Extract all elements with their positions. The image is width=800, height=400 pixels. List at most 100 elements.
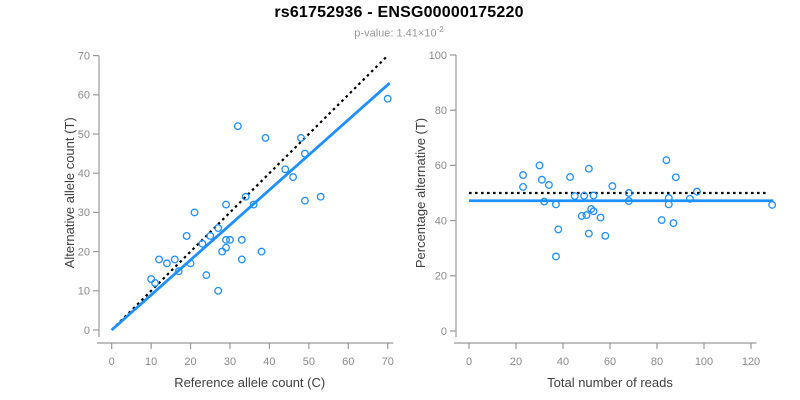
- data-point: [281, 165, 290, 174]
- x-tick-label: 100: [695, 356, 713, 368]
- y-axis-title: Percentage alternative (T): [413, 118, 428, 268]
- x-tick-label: 0: [466, 356, 472, 368]
- x-axis-title: Total number of reads: [547, 375, 673, 390]
- data-point: [537, 175, 546, 184]
- data-point: [147, 275, 156, 283]
- data-point: [182, 231, 191, 240]
- data-point: [257, 247, 266, 256]
- data-point: [535, 161, 544, 170]
- data-point: [768, 200, 777, 209]
- x-tick-label: 40: [263, 356, 275, 368]
- y-tick-label: 70: [78, 50, 90, 62]
- y-tick-label: 80: [435, 105, 447, 117]
- x-tick-label: 20: [184, 356, 196, 368]
- x-tick-label: 80: [651, 356, 663, 368]
- data-point: [544, 181, 553, 189]
- data-point: [198, 239, 207, 248]
- data-point: [214, 286, 223, 295]
- data-point: [671, 173, 680, 182]
- data-point: [664, 200, 673, 209]
- data-point: [297, 133, 305, 142]
- data-point: [601, 231, 610, 240]
- data-point: [570, 192, 579, 200]
- x-tick-label: 60: [604, 356, 616, 368]
- data-point: [624, 197, 633, 205]
- x-tick-label: 20: [510, 356, 522, 368]
- y-tick-label: 10: [78, 286, 90, 298]
- data-point: [383, 94, 392, 103]
- figure-title: rs61752936 - ENSG00000175220: [274, 4, 524, 21]
- data-point: [657, 216, 666, 224]
- y-tick-label: 0: [441, 326, 447, 338]
- y-axis-title: Alternative allele count (T): [62, 117, 77, 268]
- subtitle-text: p-value: 1.41×10: [354, 27, 437, 40]
- data-point: [566, 173, 574, 181]
- data-point: [206, 231, 215, 240]
- data-point: [151, 279, 160, 287]
- subtitle-exponent: -2: [436, 25, 444, 34]
- data-point: [552, 200, 560, 209]
- data-point: [685, 194, 694, 203]
- y-tick-label: 60: [435, 160, 447, 172]
- data-point: [519, 182, 527, 191]
- data-point: [233, 122, 242, 131]
- data-point: [540, 197, 549, 206]
- data-point: [589, 191, 598, 200]
- y-tick-label: 30: [78, 207, 90, 219]
- x-tick-label: 120: [742, 356, 760, 368]
- data-point: [584, 164, 593, 173]
- y-tick-label: 0: [84, 325, 90, 337]
- data-point: [214, 224, 223, 233]
- y-tick-label: 60: [78, 90, 90, 102]
- data-point: [662, 156, 671, 165]
- data-point: [693, 187, 701, 196]
- data-point: [316, 192, 325, 201]
- y-tick-label: 100: [429, 50, 447, 62]
- data-point: [222, 235, 230, 244]
- data-point: [174, 267, 183, 276]
- data-point: [190, 208, 199, 217]
- x-tick-label: 10: [145, 356, 157, 368]
- y-tick-label: 40: [78, 168, 90, 180]
- data-point: [589, 207, 598, 216]
- data-point: [249, 200, 258, 209]
- x-tick-label: 0: [109, 356, 115, 368]
- data-point: [261, 133, 270, 142]
- data-point: [608, 182, 617, 191]
- data-point: [237, 255, 246, 264]
- data-point: [222, 243, 230, 252]
- data-point: [624, 189, 633, 197]
- data-point: [218, 247, 227, 256]
- data-point: [552, 252, 560, 261]
- data-point: [577, 211, 586, 220]
- data-point: [580, 191, 589, 200]
- data-point: [226, 235, 234, 244]
- data-point: [289, 173, 298, 182]
- y-tick-label: 40: [435, 215, 447, 227]
- x-tick-label: 50: [303, 356, 315, 368]
- data-point: [237, 235, 246, 244]
- data-point: [222, 200, 230, 209]
- data-point: [300, 149, 309, 158]
- x-tick-label: 30: [224, 356, 236, 368]
- data-point: [519, 171, 527, 180]
- data-point: [162, 259, 171, 268]
- data-point: [202, 271, 211, 280]
- data-point: [300, 196, 309, 205]
- data-point: [582, 211, 591, 220]
- data-point: [596, 213, 605, 222]
- x-tick-label: 40: [557, 356, 569, 368]
- data-point: [669, 219, 678, 228]
- x-tick-label: 70: [382, 356, 394, 368]
- data-point: [554, 225, 563, 234]
- x-tick-label: 60: [342, 356, 354, 368]
- data-point: [170, 255, 179, 264]
- y-tick-label: 50: [78, 129, 90, 141]
- identity-line: [110, 54, 389, 331]
- data-point: [241, 192, 250, 201]
- figure-subtitle: p-value: 1.41×10-2: [0, 25, 798, 40]
- data-point: [155, 255, 163, 264]
- data-point: [587, 205, 596, 213]
